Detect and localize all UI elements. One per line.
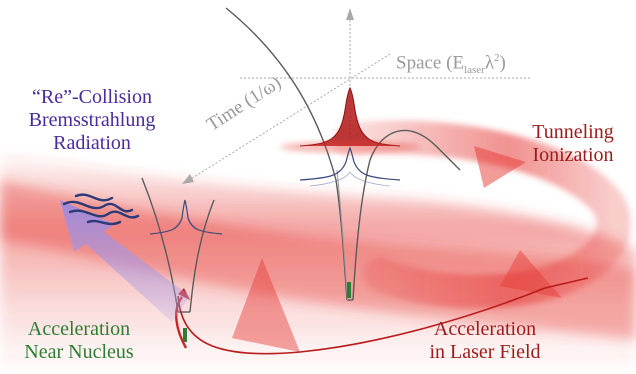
tunneling-line-2: Ionization [532,144,614,166]
laser-triangle-right [500,250,562,298]
trajectory-loop [333,120,631,309]
space-axis-mid: λ [484,52,495,74]
space-axis-sub: laser [464,64,485,77]
space-axis-label: Space (Elaserλ2) [396,52,506,76]
acceleration-nucleus-label: Acceleration Near Nucleus [6,318,152,364]
bound-state-main [347,282,351,298]
acceleration-laser-line-2: in Laser Field [429,341,541,363]
recollision-line-3: Radiation [53,132,131,154]
radiation-wave-icon [62,193,140,226]
recollision-line-2: Bremsstrahlung [28,109,156,131]
acceleration-nucleus-line-2: Near Nucleus [24,341,134,363]
potential-well-main [225,7,461,301]
electron-trajectory [177,277,589,355]
wavepacket-blue-small [149,199,223,235]
wavepacket-red-peak [299,86,401,147]
tunneling-label: Tunneling Ionization [510,121,636,167]
laser-triangle-left [232,258,300,352]
acceleration-laser-label: Acceleration in Laser Field [400,318,570,364]
recollision-line-1: “Re”-Collision [32,86,152,108]
space-axis-prefix: Space (E [396,52,465,74]
space-axis-suffix: ) [499,52,506,74]
tunneling-line-1: Tunneling [532,121,614,143]
wavepacket-blue-main [299,146,401,181]
bound-state-small [183,328,187,342]
radiation-arrow [60,200,190,322]
tunneling-arrow-icon [474,146,526,188]
recollision-label: “Re”-Collision Bremsstrahlung Radiation [12,86,172,155]
acceleration-nucleus-line-1: Acceleration [27,318,131,340]
space-axis-sup: 2 [494,52,500,64]
acceleration-laser-line-1: Acceleration [433,318,537,340]
time-axis [185,53,391,183]
